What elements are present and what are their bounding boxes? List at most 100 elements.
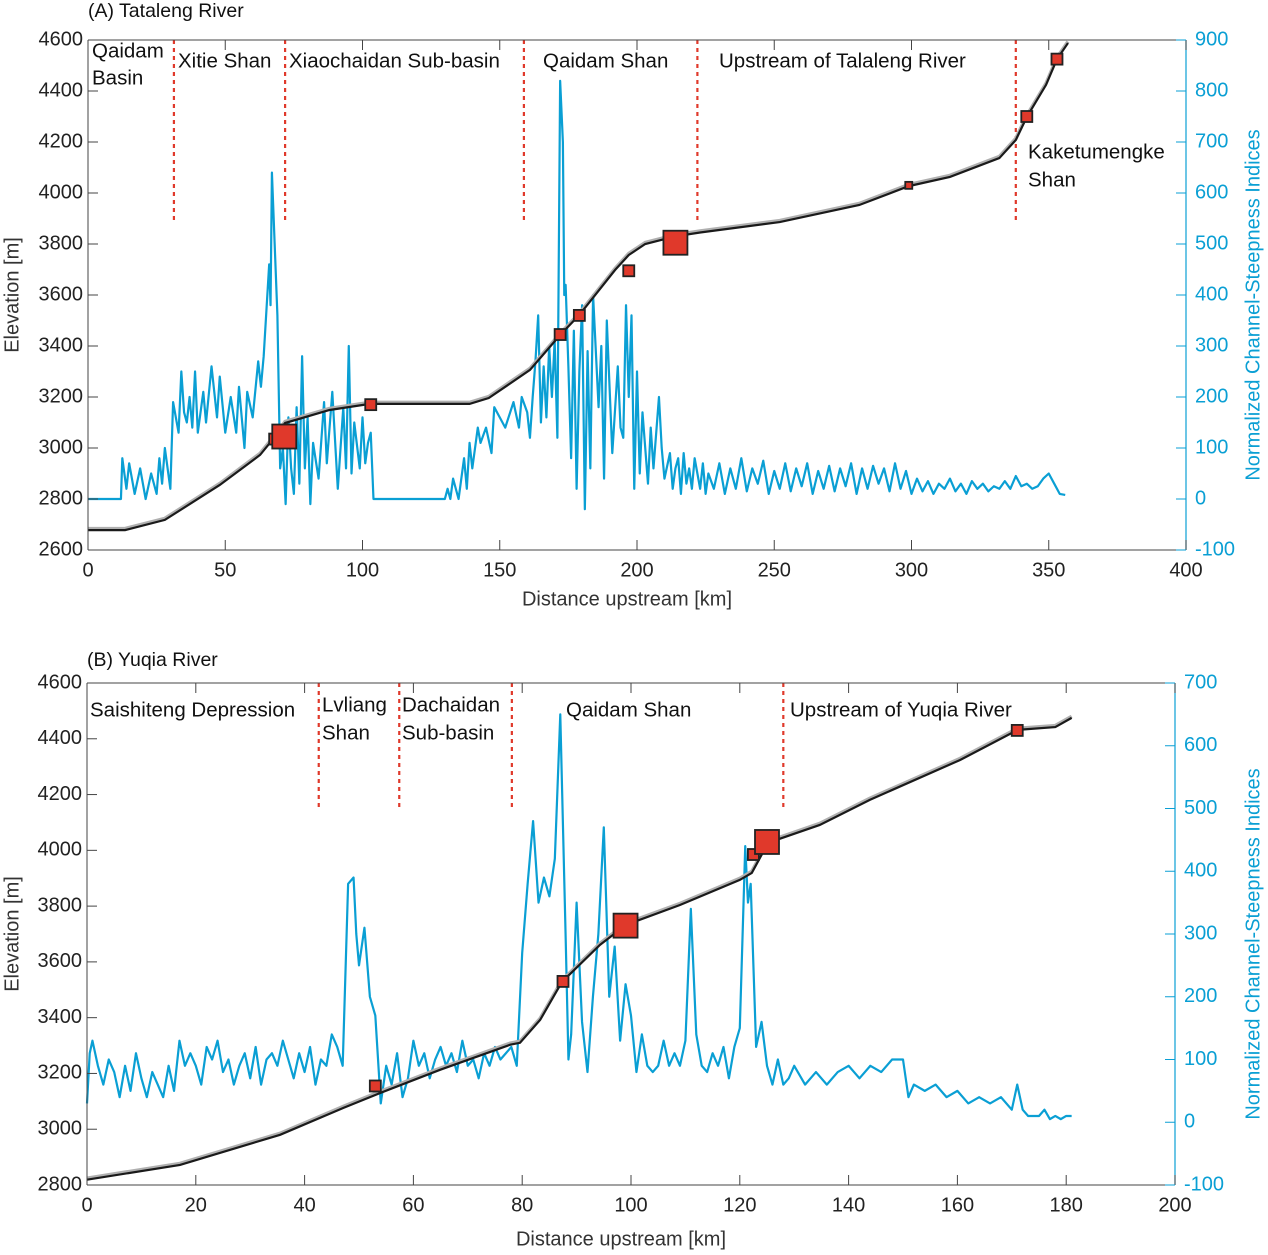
y2-tick-label: 300 bbox=[1184, 922, 1217, 944]
region-label: Saishiteng Depression bbox=[90, 698, 295, 721]
panel-a-tataleng-river: Qaidam Basin Xitie Shan Xiaochaidan Sub-bas… bbox=[1, 0, 1264, 610]
x-tick-label: 250 bbox=[758, 559, 791, 581]
x-tick-label: 400 bbox=[1169, 559, 1202, 581]
y2-axis-label: Normalized Channel-Steepness Indices bbox=[1242, 768, 1264, 1119]
knickpoint-marker bbox=[622, 264, 636, 278]
x-tick-label: 80 bbox=[511, 1194, 533, 1216]
x-tick-label: 50 bbox=[214, 559, 236, 581]
y2-tick-label: 300 bbox=[1195, 334, 1228, 356]
y2-tick-label: 400 bbox=[1195, 283, 1228, 305]
y2-tick-label: 200 bbox=[1195, 385, 1228, 407]
panel-title: (A) Tataleng River bbox=[88, 0, 244, 22]
panel-b-yuqia-river: Saishiteng Depression Lvliang Shan Dachaida… bbox=[1, 649, 1264, 1250]
region-label: Qaidam Shan bbox=[543, 49, 668, 72]
y2-tick-label: 700 bbox=[1195, 130, 1228, 152]
knickpoint-marker bbox=[271, 423, 298, 450]
region-label: Upstream of Yuqia River bbox=[790, 698, 1012, 721]
y2-tick-label: 500 bbox=[1195, 232, 1228, 254]
knickpoint-marker bbox=[754, 829, 780, 855]
x-tick-label: 160 bbox=[941, 1194, 974, 1216]
knickpoint-marker bbox=[1010, 724, 1024, 737]
y-tick-label: 4400 bbox=[39, 79, 84, 101]
knickpoint-marker bbox=[572, 308, 586, 322]
x-tick-label: 180 bbox=[1050, 1194, 1083, 1216]
y-axis-label: Elevation [m] bbox=[1, 876, 23, 992]
x-tick-label: 200 bbox=[620, 559, 653, 581]
x-tick-label: 200 bbox=[1158, 1194, 1191, 1216]
y-tick-label: 2800 bbox=[38, 1173, 83, 1195]
knickpoint-marker bbox=[904, 180, 914, 190]
region-label: Shan bbox=[1028, 168, 1076, 191]
region-label: Shan bbox=[322, 721, 370, 744]
y2-tick-label: 600 bbox=[1184, 734, 1217, 756]
y-tick-label: 3600 bbox=[39, 283, 84, 305]
region-label: Xitie Shan bbox=[178, 49, 271, 72]
y-tick-label: 4000 bbox=[38, 839, 83, 861]
x-axis-label: Distance upstream [km] bbox=[516, 1228, 726, 1250]
region-label: Qaidam Shan bbox=[566, 698, 691, 721]
y-tick-label: 4600 bbox=[39, 28, 84, 50]
ksn-series-line bbox=[88, 79, 1066, 511]
y2-axis-label: Normalized Channel-Steepness Indices bbox=[1242, 129, 1264, 480]
y-tick-label: 4200 bbox=[39, 130, 84, 152]
y-tick-label: 2600 bbox=[39, 538, 84, 560]
ksn-series-line bbox=[85, 713, 1072, 1121]
y2-tick-label: 900 bbox=[1195, 28, 1228, 50]
y-tick-label: 4000 bbox=[39, 181, 84, 203]
x-tick-label: 100 bbox=[346, 559, 379, 581]
y2-tick-label: 800 bbox=[1195, 79, 1228, 101]
knickpoint-marker bbox=[662, 229, 689, 256]
knickpoint-marker bbox=[612, 912, 639, 939]
y2-tick-label: 0 bbox=[1195, 487, 1206, 509]
knickpoint-marker bbox=[556, 975, 570, 988]
x-tick-label: 350 bbox=[1032, 559, 1065, 581]
y2-tick-label: 400 bbox=[1184, 860, 1217, 882]
region-label: Basin bbox=[92, 66, 143, 89]
x-tick-label: 300 bbox=[895, 559, 928, 581]
y-tick-label: 3400 bbox=[39, 334, 84, 356]
y-tick-label: 2800 bbox=[39, 487, 84, 509]
panel-title: (B) Yuqia River bbox=[87, 649, 218, 671]
y-tick-label: 3200 bbox=[39, 385, 84, 407]
y-tick-label: 3800 bbox=[39, 232, 84, 254]
y-tick-label: 3400 bbox=[38, 1006, 83, 1028]
y-tick-label: 3000 bbox=[38, 1118, 83, 1140]
y2-tick-label: 100 bbox=[1184, 1048, 1217, 1070]
y-tick-label: 4200 bbox=[38, 783, 83, 805]
x-tick-label: 0 bbox=[82, 559, 93, 581]
x-tick-label: 120 bbox=[723, 1194, 756, 1216]
x-tick-label: 140 bbox=[832, 1194, 865, 1216]
x-tick-label: 0 bbox=[81, 1194, 92, 1216]
x-tick-label: 60 bbox=[402, 1194, 424, 1216]
y2-tick-label: 100 bbox=[1195, 436, 1228, 458]
y-tick-label: 3200 bbox=[38, 1062, 83, 1084]
region-label: Upstream of Talaleng River bbox=[719, 49, 966, 72]
region-label: Lvliang bbox=[322, 693, 387, 716]
x-tick-label: 20 bbox=[185, 1194, 207, 1216]
region-label: Kaketumengke bbox=[1028, 140, 1165, 163]
y2-tick-label: 700 bbox=[1184, 671, 1217, 693]
region-label: Qaidam bbox=[92, 39, 164, 62]
knickpoint-marker bbox=[553, 328, 567, 341]
knickpoint-marker bbox=[368, 1079, 382, 1093]
y-tick-label: 3000 bbox=[39, 436, 84, 458]
y-tick-label: 4400 bbox=[38, 727, 83, 749]
y-tick-label: 3600 bbox=[38, 950, 83, 972]
y-tick-label: 4600 bbox=[38, 671, 83, 693]
y2-tick-label: -100 bbox=[1184, 1173, 1224, 1195]
x-tick-label: 100 bbox=[614, 1194, 647, 1216]
y2-tick-label: -100 bbox=[1195, 538, 1235, 560]
knickpoint-marker bbox=[1020, 110, 1034, 123]
knickpoint-marker bbox=[1050, 52, 1064, 66]
x-tick-label: 150 bbox=[483, 559, 516, 581]
y2-tick-label: 200 bbox=[1184, 985, 1217, 1007]
x-axis-label: Distance upstream [km] bbox=[522, 588, 732, 610]
y2-tick-label: 500 bbox=[1184, 797, 1217, 819]
region-label: Dachaidan bbox=[402, 693, 500, 716]
y2-tick-label: 0 bbox=[1184, 1111, 1195, 1133]
region-label: Sub-basin bbox=[402, 721, 494, 744]
region-label: Xiaochaidan Sub-basin bbox=[289, 49, 500, 72]
y2-tick-label: 600 bbox=[1195, 181, 1228, 203]
y-tick-label: 3800 bbox=[38, 894, 83, 916]
